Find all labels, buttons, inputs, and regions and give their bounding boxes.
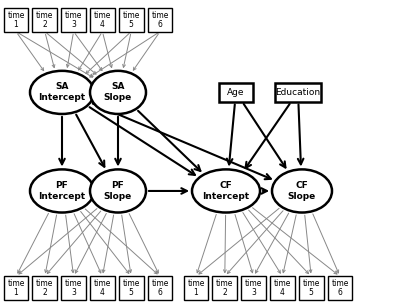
Text: PF
Slope: PF Slope	[104, 181, 132, 201]
Ellipse shape	[272, 169, 332, 213]
Bar	[32, 9, 57, 31]
Text: CF
Intercept: CF Intercept	[202, 181, 250, 201]
Ellipse shape	[90, 71, 146, 114]
Ellipse shape	[30, 71, 94, 114]
Bar	[4, 9, 28, 31]
Bar	[32, 277, 57, 299]
Text: Education: Education	[276, 88, 320, 97]
Bar	[148, 9, 172, 31]
Text: time
3: time 3	[245, 279, 262, 297]
Text: time
3: time 3	[65, 279, 82, 297]
Text: CF
Slope: CF Slope	[288, 181, 316, 201]
Bar	[275, 83, 321, 102]
Text: time
6: time 6	[151, 11, 169, 29]
Bar	[90, 9, 115, 31]
Text: time
1: time 1	[7, 279, 25, 297]
Bar	[270, 277, 295, 299]
Ellipse shape	[90, 169, 146, 213]
Bar	[119, 9, 144, 31]
Bar	[61, 9, 86, 31]
Text: time
6: time 6	[331, 279, 349, 297]
Ellipse shape	[192, 169, 260, 213]
Text: SA
Intercept: SA Intercept	[38, 82, 86, 103]
Text: time
4: time 4	[274, 279, 291, 297]
Bar	[219, 83, 253, 102]
Bar	[184, 277, 208, 299]
Ellipse shape	[30, 169, 94, 213]
Text: time
6: time 6	[151, 279, 169, 297]
Text: time
1: time 1	[7, 11, 25, 29]
Bar	[119, 277, 144, 299]
Text: time
5: time 5	[122, 279, 140, 297]
Text: time
5: time 5	[302, 279, 320, 297]
Bar	[299, 277, 324, 299]
Text: time
3: time 3	[65, 11, 82, 29]
Text: time
4: time 4	[94, 279, 111, 297]
Text: time
2: time 2	[36, 279, 54, 297]
Bar	[61, 277, 86, 299]
Text: time
1: time 1	[187, 279, 205, 297]
Text: SA
Slope: SA Slope	[104, 82, 132, 103]
Bar	[148, 277, 172, 299]
Bar	[212, 277, 237, 299]
Text: Age: Age	[227, 88, 245, 97]
Bar	[241, 277, 266, 299]
Text: time
2: time 2	[216, 279, 234, 297]
Bar	[328, 277, 352, 299]
Text: time
5: time 5	[122, 11, 140, 29]
Bar	[4, 277, 28, 299]
Bar	[90, 277, 115, 299]
Text: time
2: time 2	[36, 11, 54, 29]
Text: PF
Intercept: PF Intercept	[38, 181, 86, 201]
Text: time
4: time 4	[94, 11, 111, 29]
